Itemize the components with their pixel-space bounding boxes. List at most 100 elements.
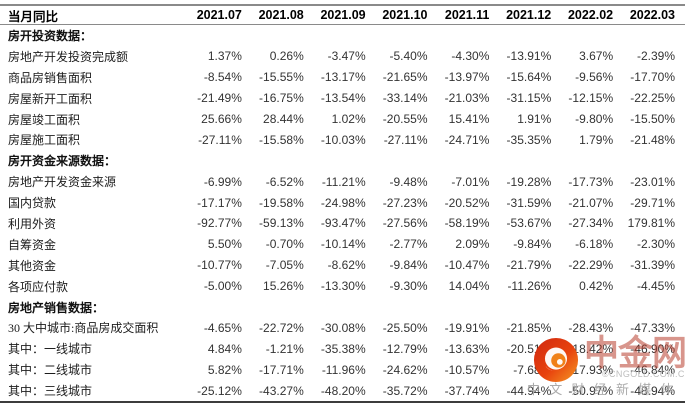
value-cell: -6.18% — [575, 237, 614, 252]
value-cell: -9.48% — [389, 174, 428, 189]
row-label: 自筹资金 — [8, 237, 57, 252]
value-cell: 1.02% — [331, 112, 366, 126]
value-cell: -6.99% — [203, 174, 242, 189]
value-cell: -15.64% — [506, 70, 552, 85]
table-row: 其中：一线城市 4.84% -1.21% -35.38% -12.79% -13.63% -… — [0, 338, 685, 359]
value-cell: -29.71% — [630, 195, 675, 210]
value-cell: -59.13% — [259, 216, 304, 231]
value-cell: 1.91% — [517, 112, 552, 126]
value-cell: -48.20% — [320, 383, 366, 398]
value-cell: -7.01% — [451, 174, 490, 189]
row-label: 房屋新开工面积 — [8, 91, 93, 106]
value-cell: -31.39% — [630, 258, 675, 273]
value-cell: -12.79% — [382, 341, 428, 356]
value-cell: -53.67% — [506, 216, 552, 231]
value-cell: 4.84% — [207, 341, 242, 356]
table-row: 各项应付款 -5.00% 15.26% -13.30% -9.30% 14.04% -11.… — [0, 276, 685, 297]
table-row: 其中：二线城市 5.82% -17.71% -11.96% -24.62% -10.57%… — [0, 359, 685, 380]
column-header: 2021.07 — [196, 8, 242, 22]
value-cell: -58.19% — [444, 216, 490, 231]
table-row: 商品房销售面积 -8.54% -15.55% -13.17% -21.65% -13.97… — [0, 67, 685, 88]
row-label: 房地产开发资金来源 — [8, 175, 117, 190]
value-cell: -15.58% — [259, 132, 304, 147]
value-cell: -27.23% — [382, 195, 428, 210]
value-cell: -13.63% — [444, 341, 490, 356]
table-row: 房地产开发资金来源 -6.99% -6.52% -11.21% -9.48% -7.01%… — [0, 171, 685, 192]
value-cell: -17.17% — [197, 195, 242, 210]
table-row: 其中：三线城市 -25.12% -43.27% -48.20% -35.72% -37.7… — [0, 380, 685, 401]
table-row: 利用外资 -92.77% -59.13% -93.47% -27.56% -58.19% -… — [0, 213, 685, 234]
table-row: 自筹资金 5.50% -0.70% -10.14% -2.77% 2.09% -9.84% -… — [0, 234, 685, 255]
value-cell: -92.77% — [197, 216, 242, 231]
value-cell: -28.43% — [568, 320, 614, 335]
value-cell: -2.39% — [636, 49, 675, 64]
value-cell: -19.28% — [506, 174, 552, 189]
column-header: 2021.12 — [506, 8, 552, 22]
value-cell: 15.26% — [263, 279, 304, 294]
value-cell: -11.26% — [507, 279, 552, 294]
value-cell: -17.71% — [259, 362, 304, 377]
value-cell: 14.04% — [448, 279, 490, 294]
value-cell: 5.82% — [207, 362, 242, 377]
value-cell: -7.68% — [513, 362, 552, 377]
value-cell: -5.00% — [203, 279, 242, 294]
value-cell: -46.84% — [630, 362, 675, 377]
value-cell: -5.40% — [389, 49, 428, 64]
value-cell: 3.67% — [579, 49, 614, 64]
value-cell: -9.56% — [575, 70, 614, 85]
value-cell: 1.37% — [207, 49, 242, 64]
value-cell: -25.12% — [197, 383, 242, 398]
table-row: 国内贷款 -17.17% -19.58% -24.98% -27.23% -20.52% -… — [0, 192, 685, 213]
value-cell: 28.44% — [263, 112, 304, 126]
table-row: 房屋竣工面积 25.66% 28.44% 1.02% -20.55% 15.41% 1.91… — [0, 109, 685, 130]
value-cell: -18.42% — [568, 341, 614, 356]
value-cell: -21.48% — [630, 132, 675, 147]
value-cell: -20.51% — [506, 341, 552, 356]
section-title: 房开投资数据： — [8, 28, 93, 43]
value-cell: -48.94% — [630, 383, 675, 398]
value-cell: -9.80% — [575, 112, 614, 126]
value-cell: -1.21% — [265, 341, 304, 356]
value-cell: -9.84% — [389, 258, 428, 273]
section-title: 房开资金来源数据： — [8, 154, 117, 169]
table-row: 房地产开发投资完成额 1.37% 0.26% -3.47% -5.40% -4.30% -1… — [0, 46, 685, 67]
table-body: 房开投资数据： 房地产开发投资完成额 1.37% 0.26% -3.47% -5.40% -… — [0, 25, 685, 404]
value-cell: -10.14% — [320, 237, 366, 252]
row-label: 国内贷款 — [8, 196, 57, 211]
row-label: 其中：二线城市 — [8, 363, 93, 378]
value-cell: -27.34% — [568, 216, 614, 231]
value-cell: -31.15% — [506, 91, 552, 106]
section-header-row: 房开投资数据： — [0, 25, 685, 46]
monthly-yoy-table: 当月同比 2021.07 2021.08 2021.09 2021.10 2021.11… — [0, 4, 685, 404]
value-cell: -22.25% — [630, 91, 675, 106]
value-cell: -20.52% — [444, 195, 490, 210]
value-cell: -25.50% — [382, 320, 428, 335]
value-cell: -93.47% — [320, 216, 366, 231]
value-cell: -10.47% — [444, 258, 490, 273]
value-cell: -10.57% — [444, 362, 490, 377]
value-cell: -44.94% — [506, 383, 552, 398]
table-row: 房屋施工面积 -27.11% -15.58% -10.03% -27.11% -24.71… — [0, 129, 685, 150]
value-cell: -4.30% — [451, 49, 490, 64]
column-header: 2021.11 — [444, 8, 490, 22]
value-cell: 179.81% — [627, 216, 675, 231]
value-cell: -3.47% — [327, 49, 366, 64]
value-cell: -22.29% — [568, 258, 614, 273]
section-header-row: 房地产销售数据： — [0, 297, 685, 318]
value-cell: -13.17% — [320, 70, 366, 85]
row-label: 各项应付款 — [8, 279, 69, 294]
value-cell: -2.77% — [389, 237, 428, 252]
value-cell: -33.14% — [382, 91, 428, 106]
table-header-row: 当月同比 2021.07 2021.08 2021.09 2021.10 2021.11… — [0, 4, 685, 25]
row-label: 其他资金 — [8, 258, 57, 273]
row-label: 房屋竣工面积 — [8, 112, 81, 127]
value-cell: -21.03% — [444, 91, 490, 106]
table-corner-label: 当月同比 — [8, 9, 59, 24]
value-cell: -7.05% — [265, 258, 304, 273]
value-cell: -46.90% — [630, 341, 675, 356]
value-cell: -21.65% — [382, 70, 428, 85]
value-cell: -31.59% — [506, 195, 552, 210]
value-cell: -13.97% — [444, 70, 490, 85]
row-label: 房地产开发投资完成额 — [8, 49, 129, 64]
